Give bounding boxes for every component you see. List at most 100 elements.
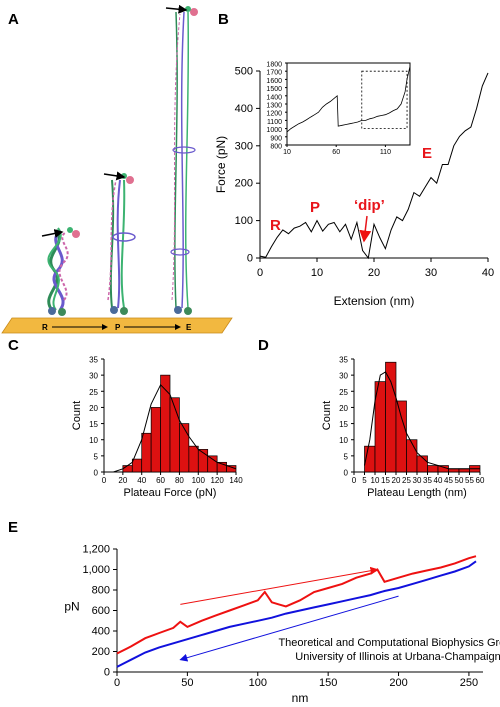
x-tick-label: 15: [381, 476, 390, 485]
x-tick-label: 40: [434, 476, 443, 485]
x-tick-label: 140: [229, 476, 243, 485]
x-tick-label: 200: [389, 677, 407, 689]
x-tick-label: 50: [455, 476, 464, 485]
fit-curve: [113, 383, 237, 473]
x-tick-label: 10: [371, 476, 380, 485]
x-tick-label: 20: [118, 476, 127, 485]
panel-d-length-histogram: 0 5 10 15 20 25 30 35 40 45 50 55 6005101520253035Pl…: [321, 356, 485, 500]
y-axis-title: Count: [71, 401, 83, 430]
release-arrow: [179, 595, 399, 662]
x-tick-label: 150: [319, 677, 337, 689]
y-tick-label: 800: [92, 585, 110, 597]
histogram-bar: [207, 455, 218, 473]
stage-label-r: R: [42, 323, 48, 332]
molecule-e: [165, 4, 198, 315]
y-axis-title: Count: [321, 401, 333, 430]
plot-frame: [286, 62, 411, 146]
state-label-e: E: [422, 145, 432, 162]
y-tick-label: 500: [235, 66, 253, 78]
y-tick-label: 400: [235, 103, 253, 115]
x-axis-title: Plateau Length (nm): [367, 487, 467, 499]
x-axis-title: Plateau Force (pN): [124, 487, 217, 499]
x-tick-label: 10: [311, 267, 323, 279]
y-tick-label: 1500: [266, 86, 282, 93]
y-tick-label: 1,000: [82, 564, 110, 576]
y-tick-label: 5: [94, 452, 99, 461]
y-tick-label: 1,200: [82, 544, 110, 556]
panel-e-pull-release: 0 50 100 150 200 250 0 200 400 600 800 1,000 1,200 nm…: [64, 544, 483, 705]
molecule-r: [41, 227, 80, 316]
y-tick-label: 200: [235, 178, 253, 190]
y-tick-label: 400: [92, 626, 110, 638]
x-tick-label: 30: [425, 267, 437, 279]
stage-label-e: E: [186, 323, 192, 332]
x-tick-label: 60: [332, 149, 340, 156]
histogram-bar: [150, 407, 161, 473]
x-tick-label: 100: [249, 677, 267, 689]
panel-label-c: C: [8, 337, 19, 354]
panel-label-e: E: [8, 519, 18, 536]
x-tick-label: 40: [482, 267, 494, 279]
y-tick-label: 100: [235, 215, 253, 227]
x-tick-label: 0: [102, 476, 107, 485]
inset-zoom-box: [361, 70, 408, 129]
x-tick-label: 55: [465, 476, 474, 485]
y-tick-label: 1100: [267, 119, 282, 126]
y-tick-label: 0: [94, 469, 99, 478]
x-tick-label: 35: [423, 476, 432, 485]
y-tick-label: 200: [92, 646, 110, 658]
y-tick-label: 30: [89, 372, 98, 381]
y-tick-label: 20: [89, 404, 98, 413]
x-tick-label: 5: [362, 476, 367, 485]
y-tick-label: 1600: [266, 78, 282, 85]
histogram-bar: [385, 361, 397, 473]
x-tick-label: 0: [257, 267, 263, 279]
panel-label-d: D: [258, 337, 269, 354]
x-tick-label: 40: [137, 476, 146, 485]
y-tick-label: 30: [339, 372, 348, 381]
y-tick-label: 5: [344, 452, 349, 461]
y-tick-label: 10: [339, 436, 348, 445]
y-tick-label: 1400: [266, 94, 282, 101]
y-tick-label: 25: [89, 388, 98, 397]
pull-arrow: [180, 566, 379, 605]
x-tick-label: 100: [192, 476, 206, 485]
histogram-bar: [141, 432, 152, 473]
histogram-bar: [406, 439, 418, 473]
panel-label-a: A: [8, 11, 19, 28]
x-tick-label: 10: [283, 149, 291, 156]
x-tick-label: 25: [402, 476, 411, 485]
x-axis-title: nm: [292, 691, 309, 705]
x-tick-label: 80: [175, 476, 184, 485]
y-tick-label: 300: [235, 140, 253, 152]
state-label-dip: ‘dip’: [354, 197, 385, 214]
dip-arrow: [359, 215, 372, 243]
x-tick-label: 0: [352, 476, 357, 485]
histogram-bar: [179, 423, 190, 473]
x-tick-label: 120: [210, 476, 224, 485]
y-tick-label: 20: [339, 404, 348, 413]
x-tick-label: 20: [368, 267, 380, 279]
y-tick-label: 35: [89, 356, 98, 365]
state-label-r: R: [270, 217, 281, 234]
y-axis-title: Force (pN): [214, 136, 228, 193]
y-tick-label: 1300: [266, 103, 282, 110]
credit-line-2: University of Illinois at Urbana-Champai…: [295, 651, 500, 663]
y-tick-label: 0: [344, 469, 349, 478]
release-curve: [116, 560, 477, 668]
y-tick-label: 10: [89, 436, 98, 445]
surface: [1, 317, 233, 334]
y-tick-label: 0: [104, 667, 110, 679]
histogram-bar: [122, 465, 133, 473]
x-axis-title: Extension (nm): [334, 294, 415, 308]
histogram-bar: [131, 458, 143, 473]
panel-label-b: B: [218, 11, 229, 28]
y-tick-label: 800: [270, 144, 282, 151]
force-extension-line: [259, 72, 489, 260]
histogram-bar: [416, 455, 428, 473]
y-tick-label: 1200: [266, 111, 282, 118]
state-label-p: P: [310, 199, 320, 216]
x-tick-label: 20: [392, 476, 401, 485]
